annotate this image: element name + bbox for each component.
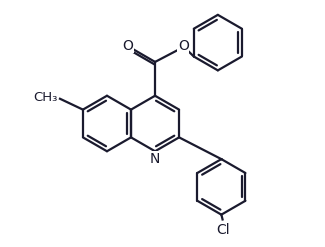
Text: O: O xyxy=(122,39,133,53)
Text: O: O xyxy=(178,39,189,53)
Text: Cl: Cl xyxy=(216,223,229,237)
Text: N: N xyxy=(150,152,160,166)
Text: CH₃: CH₃ xyxy=(33,91,58,104)
